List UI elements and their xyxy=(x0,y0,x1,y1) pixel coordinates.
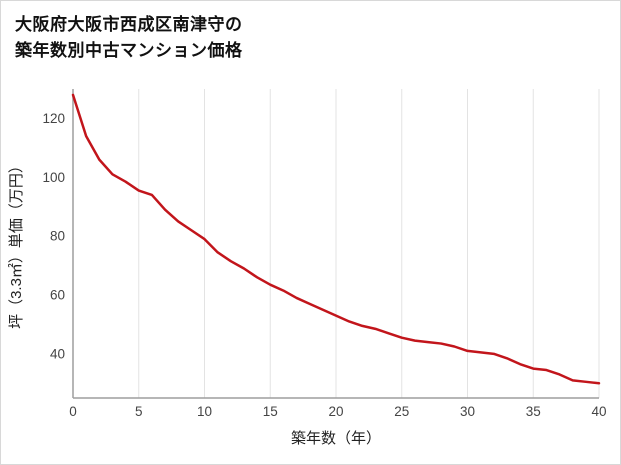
chart-svg: 0 5 10 15 20 25 30 35 40 40 60 80 100 120 築年数（年） 坪（3.3㎡… xyxy=(8,89,607,447)
x-tick-label: 20 xyxy=(328,404,343,419)
x-axis-title: 築年数（年） xyxy=(291,429,381,447)
price-by-age-line-chart: 0 5 10 15 20 25 30 35 40 40 60 80 100 120 築年数（年） 坪（3.3㎡… xyxy=(1,76,620,464)
x-tick-label: 10 xyxy=(197,404,212,419)
y-tick-label: 40 xyxy=(50,346,65,361)
y-tick-label: 100 xyxy=(42,170,65,185)
x-tick-label: 40 xyxy=(591,404,606,419)
chart-title-line1: 大阪府大阪市西成区南津守の xyxy=(15,15,243,34)
price-line xyxy=(71,93,601,385)
y-tick-label: 120 xyxy=(42,111,65,126)
chart-title: 大阪府大阪市西成区南津守の 築年数別中古マンション価格 xyxy=(15,12,243,65)
x-tick-label: 15 xyxy=(263,404,278,419)
chart-title-line2: 築年数別中古マンション価格 xyxy=(15,41,243,61)
y-tick-label: 60 xyxy=(50,288,65,303)
x-tick-label: 5 xyxy=(135,404,143,419)
x-tick-label: 35 xyxy=(526,404,541,419)
x-tick-label: 30 xyxy=(460,404,475,419)
y-axis-title: 坪（3.3㎡）単価（万円） xyxy=(8,158,25,329)
x-tick-label: 0 xyxy=(69,404,77,419)
y-tick-label: 80 xyxy=(50,229,65,244)
x-tick-label: 25 xyxy=(394,404,409,419)
